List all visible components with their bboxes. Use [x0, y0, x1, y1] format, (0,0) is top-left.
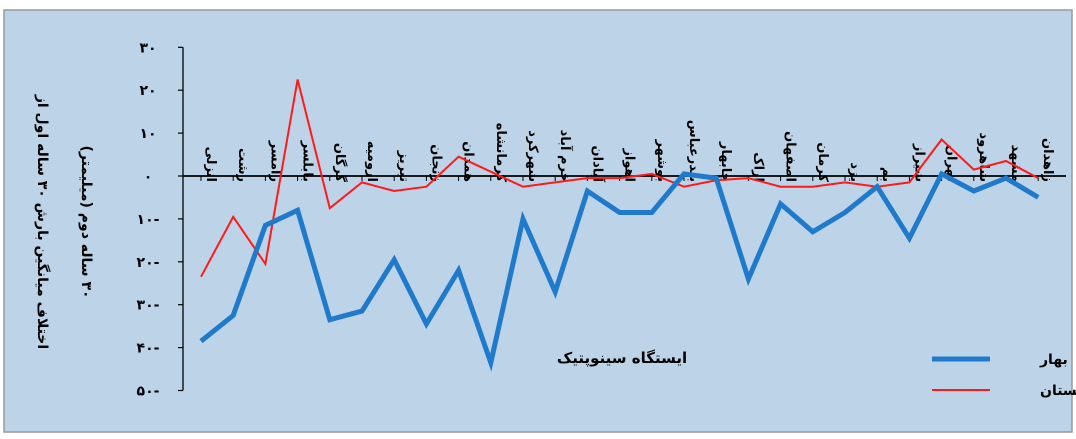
y-tick-label: ۳۰- [137, 298, 160, 314]
legend: بهار تابستان [932, 352, 1076, 399]
y-axis-title-line1: اختلاف میانگین بارش ۳۰ ساله اول از [34, 94, 51, 349]
x-tick-label: آبادان [589, 146, 606, 183]
x-tick-label: ارومیه [364, 141, 379, 182]
y-tick-label: ۲۰ [139, 83, 156, 99]
x-tick-label: کرمانشاه [493, 123, 508, 183]
x-tick-label: تبریز [396, 150, 411, 182]
x-tick-label: اصفهان [783, 131, 798, 182]
x-tick-label: تهران [944, 145, 959, 182]
x-tick-label: گرگان [332, 143, 348, 183]
x-tick-label: زاهدان [1040, 138, 1055, 182]
x-tick-label: بوشهر [654, 139, 669, 183]
series-line-0 [199, 170, 1040, 372]
x-tick-label: رشت [235, 148, 250, 182]
plot-background [3, 9, 1073, 433]
legend-label-1: تابستان [1040, 383, 1076, 399]
x-tick-label: شیراز [911, 143, 926, 182]
x-tick-label: چابهار [718, 141, 733, 182]
y-tick-label: ۲۰- [137, 255, 160, 271]
x-tick-label: شهرکرد [525, 130, 540, 182]
x-tick-label: اراک [750, 152, 765, 182]
x-axis-title: ایستگاه سینوپتیک [557, 349, 687, 368]
y-tick-label: ۵۰- [137, 384, 160, 400]
x-tick-label: کرمان [815, 142, 830, 182]
series-lines [199, 79, 1040, 372]
x-tick-label: اهواز [622, 147, 637, 182]
y-axis-ticks: ۳۰ ۲۰ ۱۰ ۰ ۱۰- ۲۰- ۳۰- ۴۰- ۵۰- [137, 40, 183, 400]
y-tick-label: ۳۰ [139, 40, 156, 56]
x-tick-label: مشهد [1008, 145, 1023, 182]
x-tick-label: انزلی [203, 147, 218, 182]
x-tick-label: شاهرود [976, 132, 991, 182]
x-tick-label: یزد [847, 162, 862, 182]
y-tick-label: ۱۰ [139, 126, 156, 142]
series-line-1 [200, 79, 1039, 278]
x-tick-label: بم [879, 167, 894, 182]
y-axis-title: اختلاف میانگین بارش ۳۰ ساله اول از ۳۰ سا… [34, 94, 94, 349]
x-tick-label: زنجان [428, 144, 443, 182]
y-tick-label: ۰ [144, 169, 153, 185]
y-axis-title-line2: ۳۰ ساله دوم (میلیمتر) [78, 145, 94, 298]
x-tick-label: خرم آباد [557, 130, 574, 182]
legend-label-0: بهار [1039, 352, 1068, 368]
y-tick-label: ۱۰- [137, 212, 160, 228]
y-tick-label: ۴۰- [137, 341, 160, 357]
x-tick-label: بابلسر [300, 140, 315, 182]
x-tick-label: بندرعباس [686, 120, 701, 182]
x-tick-label: رامسر [267, 140, 282, 182]
